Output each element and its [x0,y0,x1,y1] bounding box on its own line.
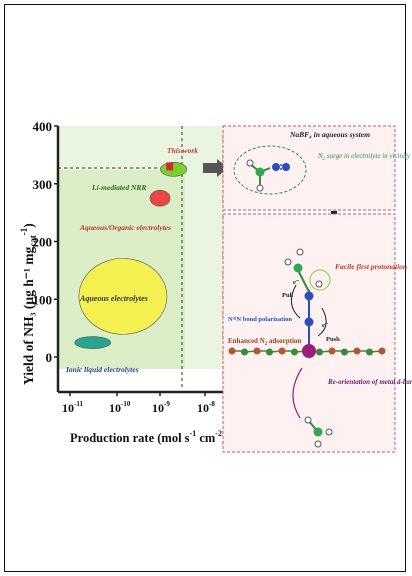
label-aqueous-organic: Aqueous/Organic electrolytes [79,223,171,232]
label-this-work: This work [167,146,198,155]
chain-atom-icon [328,347,336,355]
reorientation-arrow-icon [292,367,303,419]
label-e-bottom: e⁻ [322,322,329,329]
x-tick-label: 10-9 [152,400,170,415]
this-work-point [166,162,174,171]
y-tick-label: 0 [46,350,53,365]
chain-atom-icon [353,347,361,355]
aqueous-region [78,258,168,335]
label-polarization: N≡N bond polarization [228,316,292,323]
chart-panel: 0 100 200 300 400 10-11 10-10 10-9 10-8 This wo… [19,119,226,445]
ionic-liquid-region [74,336,112,349]
panel-top-title: NaBF₄ in aqueous system [289,130,370,139]
chain-atom-icon [378,347,386,355]
chain-atom-icon [291,348,298,356]
catalyst-chain [228,347,386,356]
panel-top: NaBF₄ in aqueous system N2 surge in elec… [222,125,412,211]
chain-atom-icon [228,347,236,355]
chart-marks [74,162,187,349]
panel-bottom: Facile first protonation Pull e⁻ Push e⁻… [222,213,412,453]
chain-atom-icon [266,348,273,356]
chain-atom-icon [253,347,261,355]
x-axis-label: Production rate (mol s-1 cm-2) [70,429,226,445]
y-axis-label: Yield of NH₃ (μg h⁻¹ mgcat-1) [19,223,38,385]
y-ticks: 0 100 200 300 400 [33,119,58,365]
metal-atom-icon [302,344,316,358]
outer-frame [4,4,406,572]
label-reorientation: Re-orientation of metal d-band center [327,378,412,386]
label-e-top: e⁻ [293,279,300,286]
panel-top-caption: N2 surge in electrolyte in vicinity of c… [317,152,412,162]
x-tick-label: 10-8 [197,400,215,415]
adsorbed-n2-icon [284,248,323,344]
chain-atom-icon [366,348,373,356]
vicinity-ellipse [233,145,307,195]
label-facile: Facile first protonation [335,262,407,271]
y-tick-label: 400 [33,119,53,134]
chain-atom-icon [341,348,348,356]
x-ticks: 10-11 10-10 10-9 10-8 [62,392,215,415]
bf4-lower-icon [304,416,333,448]
chain-atom-icon [316,348,323,356]
y-tick-label: 200 [33,235,53,250]
y-tick-label: 100 [33,292,53,307]
label-push: Push [326,336,340,343]
push-arrow-icon [317,307,327,337]
protonation-circle [309,269,331,291]
label-enhanced: Enhanced N2 adsorption [228,337,301,347]
li-mediated-region [160,162,187,177]
chain-atom-icon [278,347,286,355]
label-aqueous: Aqueous electrolytes [79,294,148,303]
x-tick-label: 10-10 [109,400,131,415]
y-tick-label: 300 [33,177,53,192]
aqueous-organic-region [149,189,171,207]
label-pull: Pull [282,292,293,299]
x-tick-label: 10-11 [62,400,83,415]
label-li-mediated: Li-mediated NRR [91,183,146,192]
pull-arrow-icon [290,284,301,319]
label-ionic-liquid: Ionic liquid electrolytes [65,365,139,374]
nabf4-molecule-icon [246,159,290,192]
chain-atom-icon [241,348,248,356]
